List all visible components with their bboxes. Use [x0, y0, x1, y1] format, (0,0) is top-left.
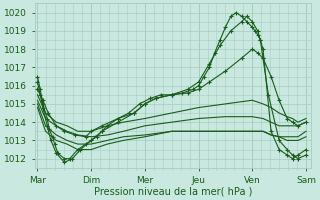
- X-axis label: Pression niveau de la mer( hPa ): Pression niveau de la mer( hPa ): [94, 187, 252, 197]
